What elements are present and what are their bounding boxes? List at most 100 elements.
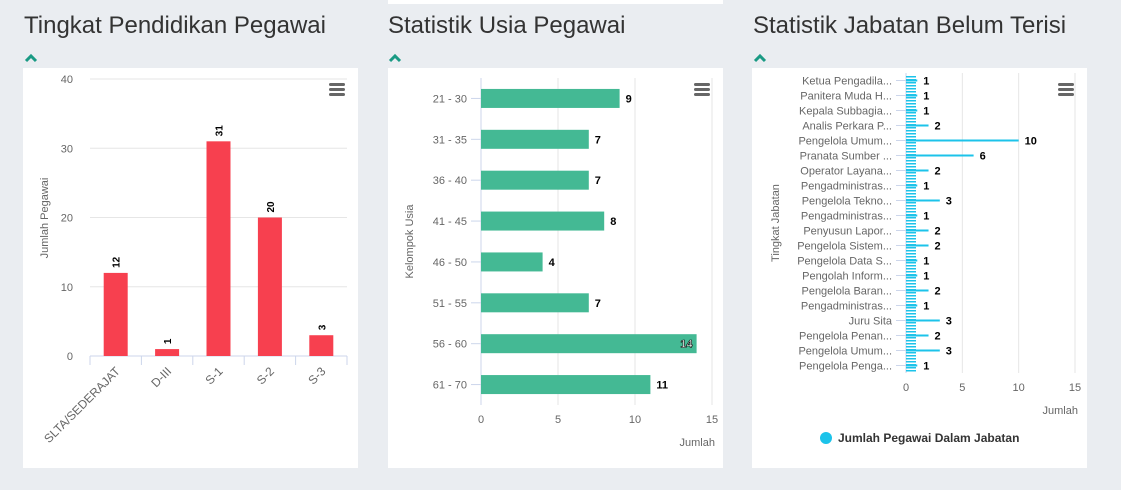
- y-tick-label: 36 - 40: [433, 175, 467, 187]
- bar: [481, 252, 543, 272]
- education-title: Tingkat Pendidikan Pegawai: [24, 12, 326, 39]
- bar-stripe: [906, 187, 916, 189]
- bar-stripe: [906, 94, 916, 96]
- x-tick-label: 15: [706, 414, 718, 426]
- bar-stripe: [906, 139, 916, 141]
- bar-stripe: [906, 262, 916, 264]
- bar-stripe: [906, 205, 916, 207]
- x-tick-label: 15: [1069, 382, 1081, 394]
- bar-stripe: [906, 283, 916, 285]
- bar-stripe: [906, 169, 916, 171]
- bar-stripe: [906, 343, 916, 345]
- data-label: 9: [626, 93, 632, 105]
- x-tick-label: 5: [959, 382, 965, 394]
- bar-stripe: [906, 322, 916, 324]
- hamburger-menu-icon[interactable]: [329, 83, 345, 96]
- bar-stripe: [906, 226, 916, 228]
- data-label: 20: [266, 201, 277, 213]
- legend-marker: [820, 432, 832, 444]
- y-axis-title: Jumlah Pegawai: [39, 178, 51, 259]
- legend-item[interactable]: Jumlah Pegawai Dalam Jabatan: [838, 431, 1019, 445]
- y-tick-label: 51 - 55: [433, 298, 467, 310]
- bar-stripe: [906, 247, 916, 249]
- y-tick-label: 61 - 70: [433, 380, 467, 392]
- y-tick-label: Pengelola Data S...: [797, 256, 892, 268]
- bar-stripe: [906, 106, 916, 108]
- x-tick-label: S-3: [305, 364, 328, 387]
- data-label: 7: [595, 134, 601, 146]
- bar-stripe: [906, 253, 916, 255]
- x-axis-title: Jumlah: [680, 437, 715, 449]
- bar-stripe: [906, 184, 916, 186]
- chevron-up-icon[interactable]: [388, 52, 402, 64]
- bar-stripe: [906, 244, 916, 246]
- y-tick-label: 0: [67, 351, 73, 363]
- bar-stripe: [906, 310, 916, 312]
- data-label: 8: [610, 216, 616, 228]
- y-tick-label: Penyusun Lapor...: [803, 226, 892, 238]
- y-tick-label: Ketua Pengadila...: [802, 76, 892, 88]
- bar: [906, 199, 940, 202]
- bar-stripe: [906, 280, 916, 282]
- y-tick-label: 40: [61, 74, 73, 86]
- bar-stripe: [906, 133, 916, 135]
- data-label: 31: [215, 125, 226, 137]
- bar-stripe: [906, 355, 916, 357]
- bar-stripe: [906, 235, 916, 237]
- bar-stripe: [906, 142, 916, 144]
- bar-stripe: [906, 232, 916, 234]
- bar-stripe: [906, 127, 916, 129]
- bar: [309, 335, 334, 356]
- y-tick-label: Pengelola Penga...: [799, 361, 892, 373]
- bar-stripe: [906, 298, 916, 300]
- bar-stripe: [906, 286, 916, 288]
- bar-stripe: [906, 229, 916, 231]
- bar-stripe: [906, 361, 916, 363]
- bar-stripe: [906, 256, 916, 258]
- position-chart: 0 5 10 15 1 Ketua Pengadila... 1 Panitera Muda …: [770, 73, 1081, 445]
- x-axis-title: Jumlah: [1043, 405, 1078, 417]
- bar-stripe: [906, 238, 916, 240]
- bar-stripe: [906, 172, 916, 174]
- data-label: 3: [946, 316, 952, 328]
- bar-stripe: [906, 295, 916, 297]
- hamburger-menu-icon[interactable]: [694, 83, 710, 96]
- chevron-up-icon[interactable]: [24, 52, 38, 64]
- position-title: Statistik Jabatan Belum Terisi: [753, 12, 1067, 39]
- y-tick-label: Pengadministras...: [801, 301, 892, 313]
- x-tick-label: 10: [629, 414, 641, 426]
- data-label: 1: [923, 271, 929, 283]
- age-title: Statistik Usia Pegawai: [388, 12, 626, 39]
- bar: [481, 211, 605, 231]
- y-tick-label: Juru Sita: [849, 316, 893, 328]
- x-tick-label: 10: [1013, 382, 1025, 394]
- bar-stripe: [906, 271, 916, 273]
- bar-stripe: [906, 358, 916, 360]
- y-axis-title: Kelompok Usia: [404, 204, 416, 279]
- bar: [257, 217, 282, 356]
- data-label: 6: [980, 151, 986, 163]
- data-label: 14: [680, 339, 693, 351]
- bar-stripe: [906, 241, 916, 243]
- data-label: 1: [923, 106, 929, 118]
- data-label: 10: [1025, 136, 1037, 148]
- bar-stripe: [906, 145, 916, 147]
- bar-stripe: [906, 109, 916, 111]
- bar-stripe: [906, 190, 916, 192]
- bar-stripe: [906, 220, 916, 222]
- bar-stripe: [906, 148, 916, 150]
- bar-stripe: [906, 157, 916, 159]
- chevron-up-icon[interactable]: [753, 52, 767, 64]
- data-label: 12: [112, 256, 123, 268]
- bar-stripe: [906, 151, 916, 153]
- y-tick-label: 31 - 35: [433, 134, 467, 146]
- y-tick-label: Pengelola Tekno...: [802, 196, 892, 208]
- data-label: 2: [935, 241, 941, 253]
- y-tick-label: Pranata Sumber ...: [800, 151, 892, 163]
- bar-stripe: [906, 97, 916, 99]
- hamburger-menu-icon[interactable]: [1058, 83, 1074, 96]
- bar-stripe: [906, 175, 916, 177]
- x-tick-label: 0: [478, 414, 484, 426]
- bar-stripe: [906, 259, 916, 261]
- bar-stripe: [906, 166, 916, 168]
